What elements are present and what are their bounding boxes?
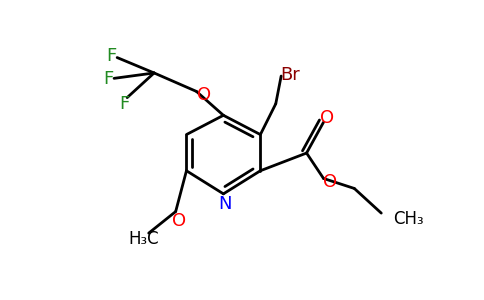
Text: H₃C: H₃C <box>129 230 159 247</box>
Text: Br: Br <box>281 65 300 83</box>
Text: N: N <box>218 195 232 213</box>
Text: O: O <box>197 85 211 103</box>
Text: CH₃: CH₃ <box>393 210 424 228</box>
Text: F: F <box>106 47 116 65</box>
Text: F: F <box>103 70 113 88</box>
Text: O: O <box>323 172 337 190</box>
Text: F: F <box>119 95 129 113</box>
Text: O: O <box>320 109 334 127</box>
Text: O: O <box>172 212 187 230</box>
